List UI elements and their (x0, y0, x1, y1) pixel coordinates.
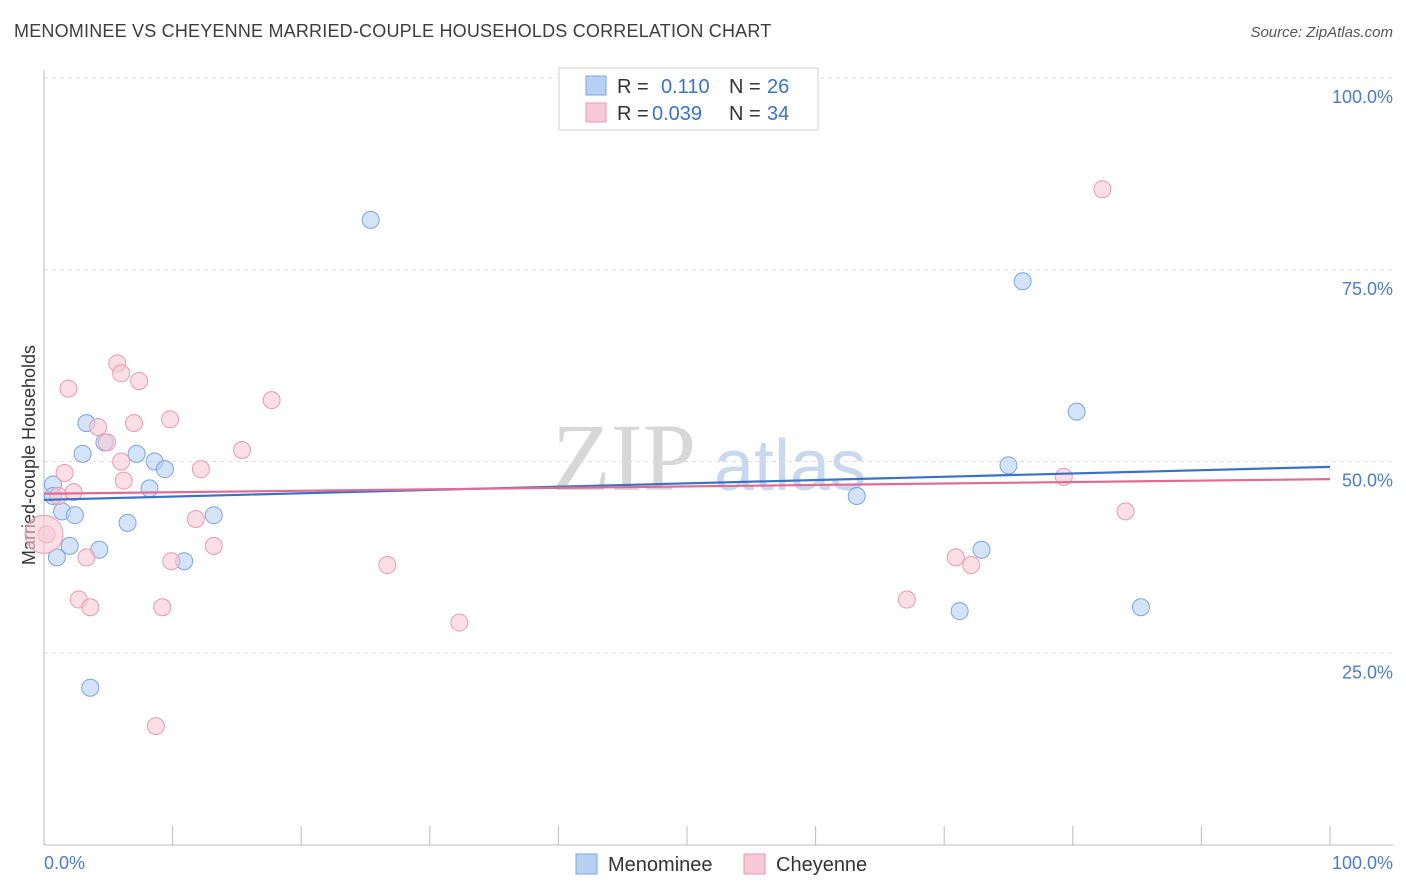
trendlines (43, 465, 1331, 501)
menominee-point (1013, 272, 1032, 291)
menominee-point (155, 460, 174, 479)
cheyenne-point (161, 410, 180, 429)
y-tick-label: 50.0% (1342, 471, 1393, 491)
legend-cheyenne-label: Cheyenne (776, 854, 867, 876)
cheyenne-point (1116, 502, 1135, 521)
menominee-point (972, 540, 991, 559)
cheyenne-point (946, 548, 965, 567)
menominee-point (73, 444, 92, 463)
cheyenne-point (130, 371, 149, 390)
menominee-point (65, 506, 84, 525)
cheyenne-point (98, 433, 117, 452)
menominee-n-label: N = (729, 76, 761, 98)
cheyenne-point (186, 510, 205, 529)
x-axis-ticks (43, 826, 1331, 845)
cheyenne-point (125, 414, 144, 433)
cheyenne-legend-swatch (585, 102, 607, 123)
cheyenne-point (450, 613, 469, 632)
menominee-point (847, 487, 866, 506)
cheyenne-point (112, 452, 131, 471)
cheyenne-point (146, 717, 165, 736)
y-tick-label: 25.0% (1342, 662, 1393, 682)
watermark-zip: ZIP (552, 404, 696, 511)
cheyenne-r-value: 0.039 (652, 103, 702, 125)
cheyenne-point (81, 598, 100, 617)
chart-title: MENOMINEE VS CHEYENNE MARRIED-COUPLE HOU… (14, 21, 772, 41)
menominee-point (118, 513, 137, 532)
cheyenne-point (1093, 180, 1112, 199)
y-axis-title: Married-couple Households (19, 345, 39, 565)
menominee-point (140, 479, 159, 498)
cheyenne-point (55, 464, 74, 483)
menominee-n-value: 26 (767, 76, 789, 98)
cheyenne-point (897, 590, 916, 609)
cheyenne-point (962, 556, 981, 575)
x-tick-label-min: 0.0% (44, 853, 85, 873)
cheyenne-point (112, 364, 131, 383)
watermark-atlas: atlas (714, 426, 866, 506)
cheyenne-point (153, 598, 172, 617)
y-tick-labels: 25.0% 50.0% 75.0% 100.0% (1332, 87, 1393, 682)
cheyenne-point (77, 548, 96, 567)
source-label: Source: ZipAtlas.com (1250, 24, 1393, 41)
cheyenne-r-label: R = (617, 103, 649, 125)
watermark: ZIP atlas (552, 404, 866, 511)
cheyenne-point (59, 379, 78, 398)
y-tick-label: 75.0% (1342, 279, 1393, 299)
menominee-point (1067, 402, 1086, 421)
legend-menominee-label: Menominee (608, 854, 713, 876)
x-tick-label-max: 100.0% (1332, 853, 1393, 873)
menominee-r-label: R = (617, 76, 649, 98)
cheyenne-point (64, 483, 83, 502)
menominee-point (950, 602, 969, 621)
menominee-point (361, 210, 380, 229)
menominee-point (1131, 598, 1150, 617)
cheyenne-point (233, 440, 252, 459)
cheyenne-point (162, 552, 181, 571)
cheyenne-point (89, 417, 108, 436)
menominee-point (204, 506, 223, 525)
menominee-point (60, 536, 79, 555)
y-tick-label: 100.0% (1332, 87, 1393, 107)
gridlines (44, 77, 1393, 654)
menominee-point (81, 678, 100, 697)
stats-legend: R = 0.110 N = 26 R = 0.039 N = 34 (558, 67, 819, 131)
series-legend: Menominee Cheyenne (575, 853, 867, 876)
cheyenne-n-value: 34 (767, 103, 789, 125)
cheyenne-point (378, 556, 397, 575)
menominee-trendline (43, 465, 1331, 501)
menominee-legend-swatch (585, 75, 607, 96)
menominee-point (999, 456, 1018, 475)
menominee-point (127, 444, 146, 463)
cheyenne-point (114, 471, 133, 490)
cheyenne-trendline (43, 478, 1331, 495)
cheyenne-point (204, 536, 223, 555)
cheyenne-point (24, 514, 64, 554)
menominee-r-value: 0.110 (661, 76, 710, 98)
cheyenne-point (262, 391, 281, 410)
cheyenne-point (49, 487, 68, 506)
cheyenne-n-label: N = (729, 103, 761, 125)
legend-cheyenne-swatch (743, 853, 766, 875)
cheyenne-point (191, 460, 210, 479)
legend-menominee-swatch (575, 853, 598, 875)
